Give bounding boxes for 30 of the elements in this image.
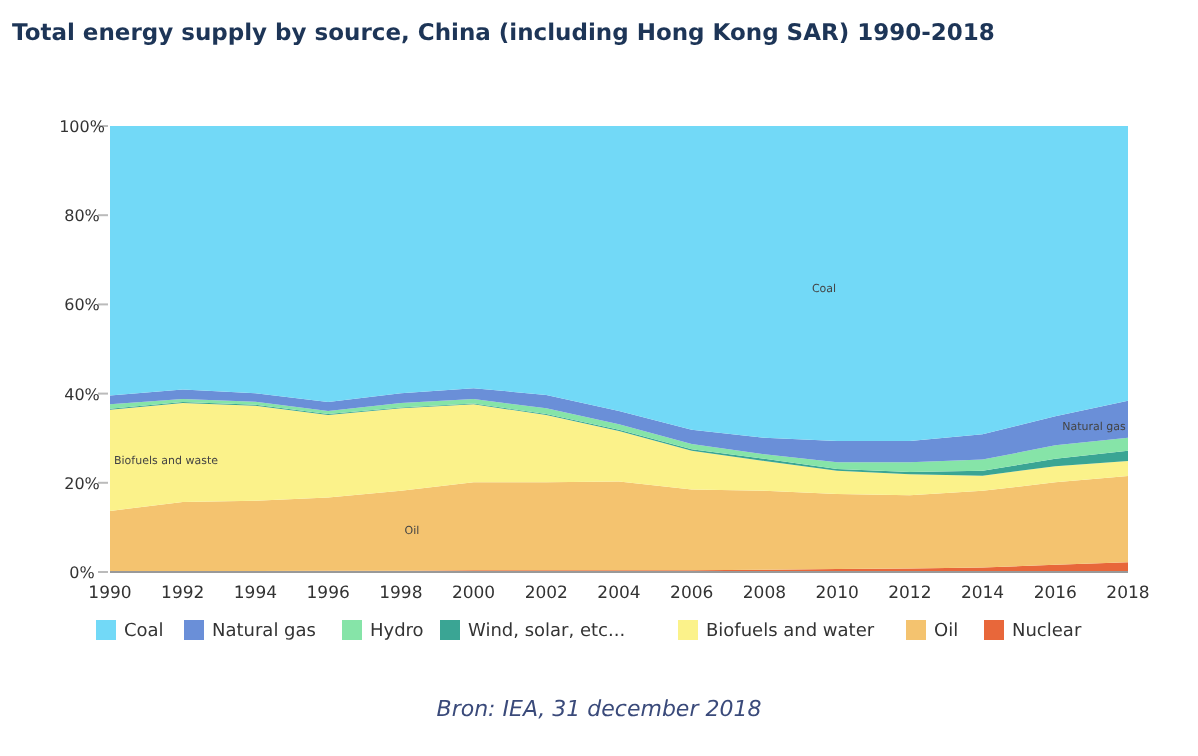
x-tick-label: 2016 bbox=[1033, 584, 1077, 604]
y-tick-label: 60% bbox=[64, 296, 101, 315]
x-tick-label: 1994 bbox=[233, 584, 278, 604]
y-tick-label: 0% bbox=[69, 564, 96, 582]
legend-label: Hydro bbox=[370, 622, 425, 642]
y-tick-label: 20% bbox=[64, 474, 101, 493]
x-tick-label: 1990 bbox=[88, 584, 132, 604]
x-tick-label: 2006 bbox=[670, 584, 714, 604]
legend-label: Biofuels and water bbox=[706, 622, 875, 642]
x-tick-label: 2018 bbox=[1106, 584, 1150, 604]
x-tick-label: 2002 bbox=[524, 584, 568, 604]
text: Bron: IEA, 31 december 2018 bbox=[436, 696, 762, 722]
x-tick-label: 1996 bbox=[306, 584, 350, 604]
x-tick-label: 2004 bbox=[597, 584, 641, 604]
x-tick-label: 2014 bbox=[960, 584, 1005, 604]
x-tick-label: 2010 bbox=[815, 584, 859, 604]
x-tick-label: 2000 bbox=[451, 584, 496, 604]
x-tick-label: 2008 bbox=[742, 584, 787, 604]
y-tick-label: 40% bbox=[64, 385, 101, 404]
legend-label: Nuclear bbox=[1012, 622, 1082, 642]
x-tick-label: 1998 bbox=[379, 584, 423, 604]
x-tick-label: 1992 bbox=[161, 584, 205, 604]
legend-label: Natural gas bbox=[212, 622, 317, 642]
y-tick-label: 100% bbox=[59, 118, 106, 136]
chart-title: Total energy supply by source, China (including Hong Kong SAR) 1990-2018 bbox=[12, 18, 995, 46]
legend-label: Coal bbox=[124, 622, 164, 642]
legend-label: Wind, solar, etc... bbox=[468, 622, 626, 642]
y-tick-label: 80% bbox=[64, 207, 101, 226]
legend-label: Oil bbox=[934, 622, 959, 642]
x-tick-label: 2012 bbox=[888, 584, 932, 604]
